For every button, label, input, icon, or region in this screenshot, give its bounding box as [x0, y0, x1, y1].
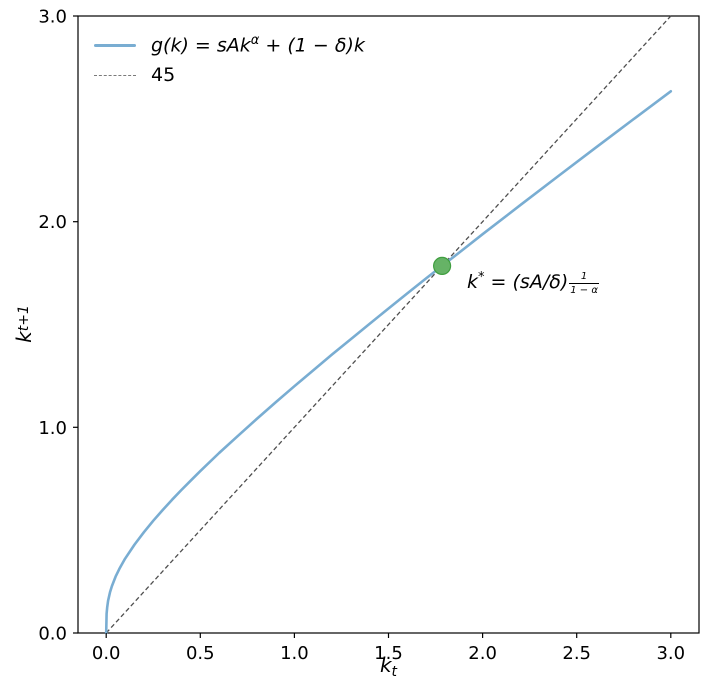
y-tick-label: 2.0 — [38, 212, 67, 233]
legend-line-sample-45 — [94, 74, 136, 76]
x-tick-label: 1.0 — [280, 643, 309, 664]
annotation-k: k — [467, 271, 479, 293]
axis-ticks: 0.0 0.5 1.0 1.5 2.0 2.5 3.0 0.0 1.0 2.0 3.0 — [38, 7, 685, 665]
x-axis-label-base: k — [379, 653, 392, 677]
legend-label-gk: g(k) = sAkα + (1 − δ)k — [151, 34, 365, 55]
y-tick-label: 3.0 — [38, 7, 67, 28]
legend-item-gk: g(k) = sAkα + (1 − δ)k — [94, 30, 365, 60]
legend: g(k) = sAkα + (1 − δ)k 45 — [94, 30, 365, 90]
x-tick-label: 2.0 — [468, 643, 497, 664]
legend-item-45: 45 — [94, 60, 365, 90]
curve-gk — [104, 90, 673, 635]
steady-state-dot — [433, 256, 452, 275]
steady-state-annotation: k * = (sA/δ) 1 1 − α — [467, 270, 599, 305]
x-tick-label: 3.0 — [656, 643, 685, 664]
annotation-frac-numerator: 1 — [580, 271, 588, 282]
x-tick-label: 2.5 — [562, 643, 591, 664]
x-axis-label-subscript: t — [391, 664, 398, 680]
x-tick-label: 0.5 — [186, 643, 215, 664]
line-45-degree — [105, 15, 672, 634]
legend-label-gk-post: + (1 − δ)k — [259, 34, 365, 57]
annotation-expression: = (sA/δ) — [484, 271, 569, 293]
legend-label-gk-pre: g(k) = sAk — [151, 34, 251, 57]
y-axis-label-base: k — [12, 331, 36, 343]
y-tick-label: 1.0 — [38, 418, 67, 439]
legend-line-sample-gk — [94, 43, 136, 47]
y-axis-label: k t+1 — [11, 284, 37, 364]
x-tick-label: 1.5 — [374, 643, 403, 664]
legend-label-45: 45 — [151, 63, 176, 86]
annotation-frac-denominator: 1 − α — [569, 282, 599, 296]
x-axis-label: kt — [78, 653, 699, 681]
y-tick-label: 0.0 — [38, 624, 67, 645]
x-tick-label: 0.0 — [92, 643, 121, 664]
y-axis-label-subscript: t+1 — [15, 305, 32, 332]
legend-label-gk-exponent: α — [250, 33, 260, 49]
annotation-star: * — [478, 270, 485, 285]
